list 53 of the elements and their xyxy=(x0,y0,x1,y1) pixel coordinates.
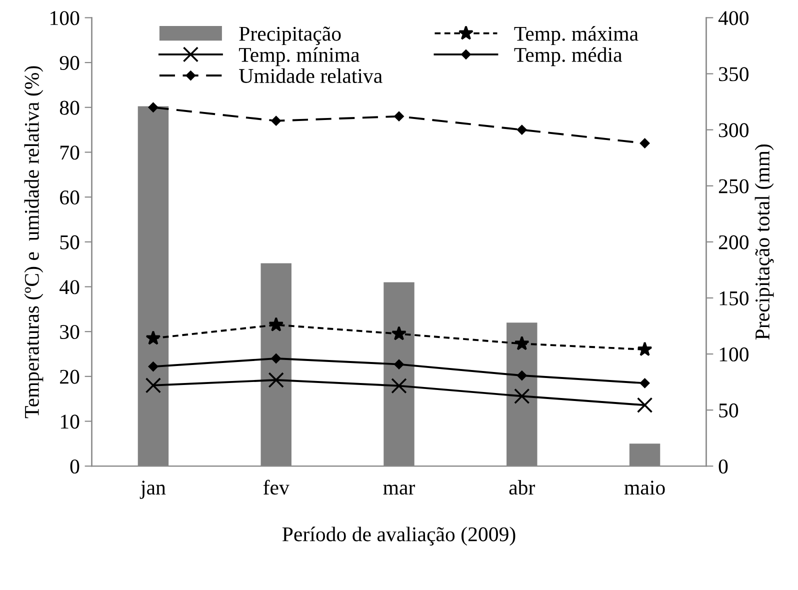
x-tick-label: jan xyxy=(140,480,166,499)
y2-tick-label: 300 xyxy=(719,123,748,138)
y2-tick-label: 250 xyxy=(718,179,748,194)
point xyxy=(636,397,653,413)
y-tick-label: 100 xyxy=(50,11,80,26)
y2-tick-label: 350 xyxy=(719,67,748,82)
y-tick-label: 50 xyxy=(60,235,80,250)
y-tick-label: 60 xyxy=(60,190,80,204)
legend-label: Temp. máxima xyxy=(514,26,638,46)
point xyxy=(148,102,158,112)
x-tick-label: abr xyxy=(509,480,536,495)
y2-tick-label: 100 xyxy=(720,347,748,362)
y-tick-label: 70 xyxy=(60,146,80,160)
y2-tick-label: 200 xyxy=(718,235,748,250)
point xyxy=(517,370,527,380)
point xyxy=(640,378,650,388)
point xyxy=(517,124,527,135)
point xyxy=(640,138,650,148)
legend-label: Precipitação xyxy=(239,26,341,46)
y2-tick-label: 0 xyxy=(718,459,728,474)
point xyxy=(394,359,404,370)
x-tick-label: maio xyxy=(624,480,665,495)
point xyxy=(394,112,404,122)
legend-label: Umidade relativa xyxy=(239,68,382,84)
y2-axis-title: Precipitação total (mm) xyxy=(754,144,774,340)
point xyxy=(268,317,284,332)
point xyxy=(268,372,284,388)
y-tick-label: 30 xyxy=(60,324,80,340)
point xyxy=(145,378,162,394)
point xyxy=(146,330,161,345)
point xyxy=(271,354,281,364)
y-tick-label: 40 xyxy=(60,280,80,294)
point xyxy=(148,362,158,372)
y-tick-label: 0 xyxy=(70,459,80,474)
legend-label: Temp. média xyxy=(514,47,622,66)
point xyxy=(514,388,530,404)
point xyxy=(391,378,407,394)
x-axis-title: Período de avaliação (2009) xyxy=(282,526,516,546)
y-tick-label: 20 xyxy=(60,370,80,384)
y-tick-label: 80 xyxy=(60,100,80,115)
y-axis-title: Temperaturas (ºC) e umidade relativa (%) xyxy=(24,66,44,418)
point xyxy=(271,116,281,126)
y2-tick-label: 400 xyxy=(718,11,748,26)
x-tick-label: fev xyxy=(263,480,290,495)
point xyxy=(391,326,407,340)
y2-tick-label: 150 xyxy=(720,291,748,306)
point xyxy=(637,342,652,356)
y-tick-label: 90 xyxy=(60,56,80,70)
legend-label: Temp. mínima xyxy=(238,47,360,66)
point xyxy=(514,336,530,350)
y2-tick-label: 50 xyxy=(719,403,738,418)
y-tick-label: 10 xyxy=(60,414,80,429)
x-tick-label: mar xyxy=(383,484,416,495)
